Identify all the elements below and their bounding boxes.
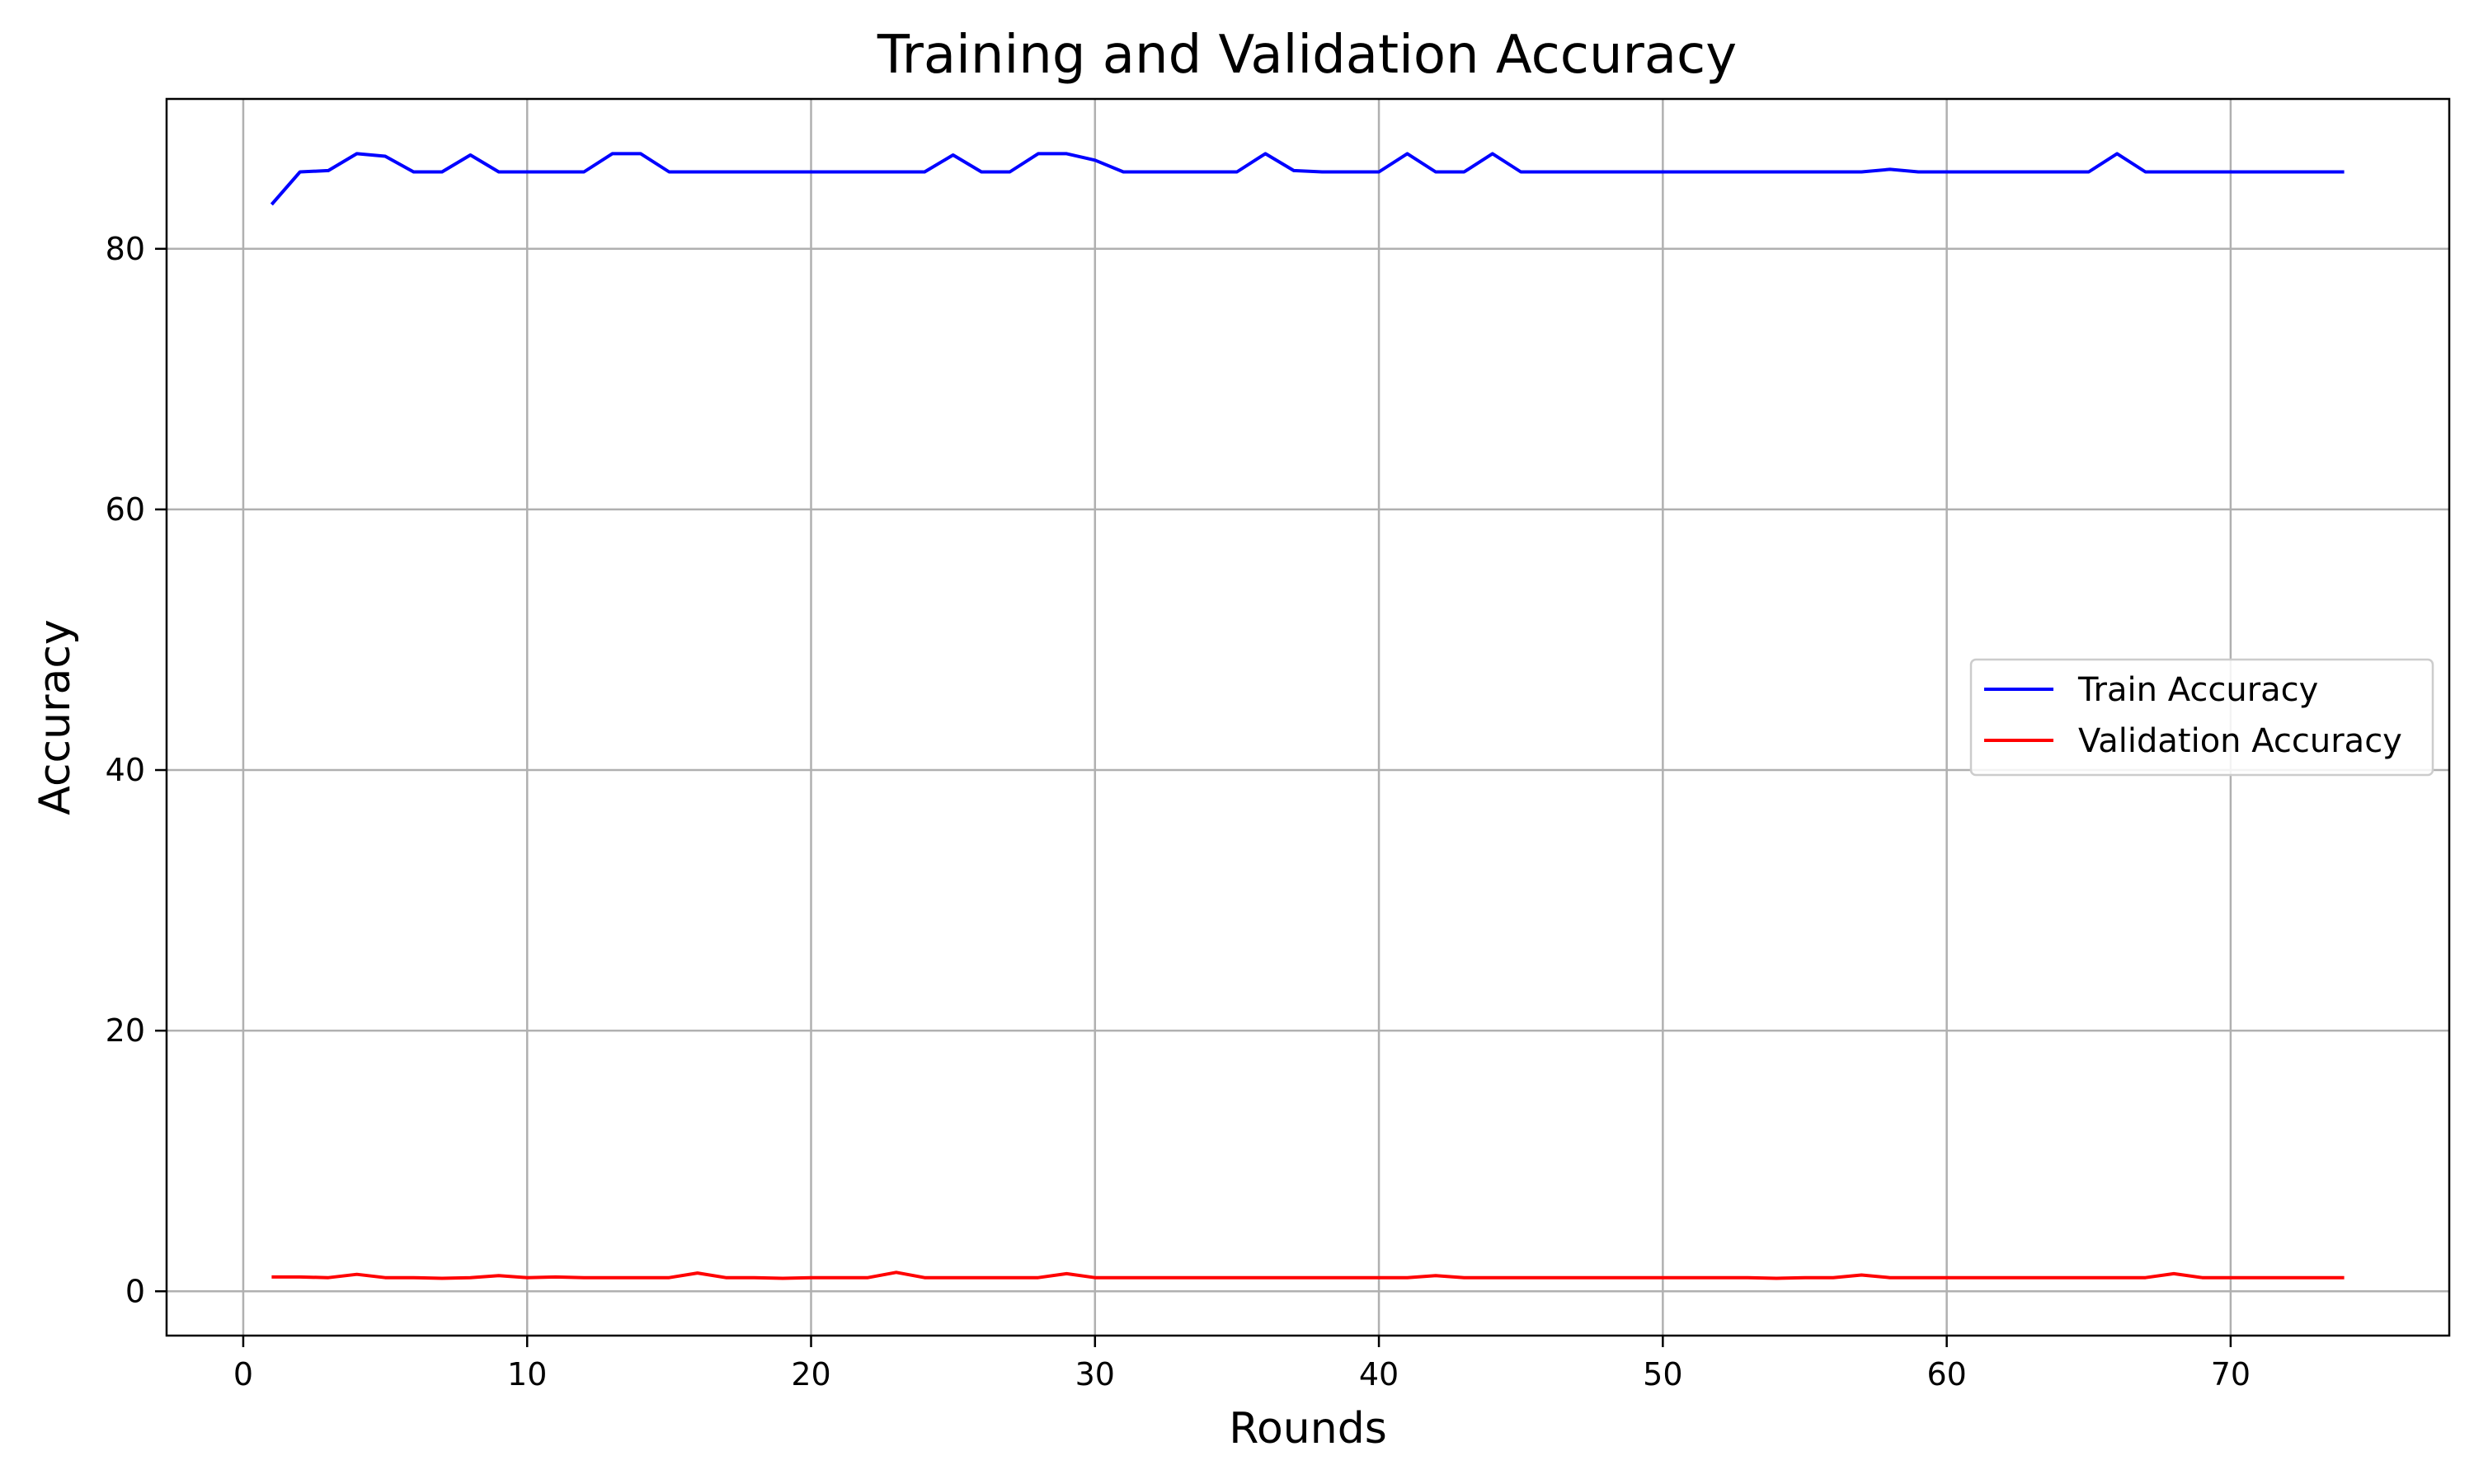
series-line-validation — [271, 1270, 2345, 1280]
legend-box — [1969, 658, 2434, 777]
x-tick-label: 70 — [2211, 1356, 2251, 1392]
y-tick-label: 80 — [106, 231, 145, 267]
x-tick-label: 50 — [1643, 1356, 1682, 1392]
chart-title: Training and Validation Accuracy — [877, 25, 1737, 86]
legend: Train Accuracy Validation Accuracy — [1969, 658, 2434, 777]
y-tick-label: 0 — [125, 1273, 145, 1309]
y-tick-label: 60 — [106, 491, 145, 528]
x-tick-label: 10 — [507, 1356, 547, 1392]
x-tick-label: 30 — [1075, 1356, 1115, 1392]
x-tick-label: 60 — [1926, 1356, 1966, 1392]
axis-ticks: 0 10 20 30 40 50 60 70 0 20 40 60 80 — [106, 231, 2251, 1392]
series-line-train — [270, 152, 2345, 206]
x-tick-label: 20 — [791, 1356, 830, 1392]
series-lines — [270, 152, 2345, 1280]
y-axis-label: Accuracy — [31, 619, 80, 815]
y-tick-label: 40 — [106, 752, 145, 788]
x-tick-label: 40 — [1359, 1356, 1399, 1392]
legend-label: Validation Accuracy — [2078, 722, 2402, 760]
grid — [167, 99, 2449, 1336]
x-tick-label: 0 — [233, 1356, 253, 1392]
x-axis-label: Rounds — [1229, 1404, 1387, 1453]
plot-frame — [165, 97, 2451, 1337]
legend-label: Train Accuracy — [2077, 671, 2318, 709]
y-tick-label: 20 — [106, 1012, 145, 1049]
